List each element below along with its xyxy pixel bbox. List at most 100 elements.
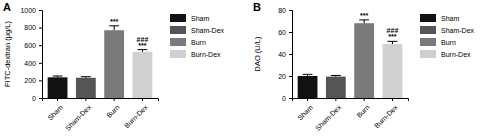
- tick-label: 400: [24, 60, 36, 67]
- legend-swatch: [170, 38, 186, 46]
- axis-line: [43, 99, 159, 102]
- y-tick: 20: [278, 73, 292, 80]
- error-bar: [137, 50, 147, 52]
- tick-label: Sham-Dex: [314, 103, 343, 132]
- tick-label: 20: [278, 73, 286, 80]
- legend-label: Burn: [441, 39, 456, 46]
- axis-line: [289, 11, 293, 99]
- error-cap: [359, 19, 369, 20]
- tick-label: Sham: [46, 103, 64, 121]
- x-tick: Sham: [46, 98, 64, 121]
- error-bar: [359, 20, 369, 23]
- error-stem: [114, 26, 115, 30]
- bar: [76, 78, 96, 98]
- y-tick: 80: [278, 7, 292, 14]
- legend-label: Sham-Dex: [441, 27, 475, 34]
- legend-item: Burn: [420, 38, 456, 46]
- y-tick: 0: [282, 95, 292, 102]
- panel: A******###02004006008001000ShamSham-DexB…: [3, 1, 225, 132]
- x-tick: Sham-Dex: [314, 98, 343, 132]
- error-cap: [109, 25, 119, 26]
- error-cap: [137, 49, 147, 50]
- tick-mark: [39, 98, 42, 99]
- significance-label: ***: [388, 33, 396, 40]
- y-tick: 400: [24, 60, 42, 67]
- legend-label: Burn-Dex: [441, 51, 471, 58]
- legend-item: Sham: [170, 14, 209, 22]
- tick-mark: [39, 10, 42, 11]
- legend-swatch: [420, 26, 436, 34]
- y-tick: 600: [24, 42, 42, 49]
- annotations: ******###: [110, 18, 148, 49]
- legend-swatch: [170, 14, 186, 22]
- x-tick: Sham: [296, 98, 314, 121]
- legend-item: Sham-Dex: [170, 26, 225, 34]
- axis-line: [39, 11, 43, 99]
- tick-label: Sham: [296, 103, 314, 121]
- axis-line: [293, 99, 409, 102]
- legend-swatch: [170, 26, 186, 34]
- y-tick: 200: [24, 77, 42, 84]
- y-tick: 800: [24, 24, 42, 31]
- significance-label: ***: [360, 12, 368, 19]
- bar: [48, 77, 68, 98]
- significance-label: ###: [137, 36, 149, 43]
- legend-item: Burn-Dex: [420, 50, 471, 58]
- tick-mark: [85, 98, 86, 101]
- legend-item: Sham-Dex: [420, 26, 475, 34]
- legend-label: Burn: [191, 39, 206, 46]
- bar: [383, 44, 403, 98]
- tick-label: 1000: [20, 7, 36, 14]
- tick-mark: [39, 45, 42, 46]
- bar: [133, 52, 153, 98]
- y-axis: 020406080: [278, 7, 292, 102]
- error-bar: [303, 74, 313, 76]
- legend-item: Sham: [420, 14, 459, 22]
- tick-mark: [142, 98, 143, 101]
- tick-mark: [39, 80, 42, 81]
- y-tick: 1000: [20, 7, 42, 14]
- x-tick: Burn: [355, 98, 370, 119]
- tick-label: 60: [278, 29, 286, 36]
- error-cap: [53, 76, 63, 77]
- legend: Sham Sham-Dex Burn Burn-Dex: [420, 14, 475, 58]
- legend-swatch: [420, 50, 436, 58]
- y-tick: 60: [278, 29, 292, 36]
- y-axis: 0 200 400 600 800 1000: [20, 7, 42, 102]
- panel-title: B: [253, 1, 261, 13]
- tick-label: 600: [24, 42, 36, 49]
- tick-mark: [364, 98, 365, 101]
- x-tick: Burn-Dex: [373, 98, 399, 129]
- legend-label: Burn-Dex: [191, 51, 221, 58]
- x-axis: ShamSham-Dex BurnBurn-Dex: [43, 98, 159, 132]
- x-tick: Burn: [105, 98, 120, 119]
- tick-label: Sham-Dex: [64, 103, 93, 132]
- x-tick: Burn-Dex: [123, 98, 149, 129]
- tick-label: 0: [32, 95, 36, 102]
- bar: [104, 30, 124, 98]
- bar: [326, 77, 346, 98]
- legend-label: Sham-Dex: [191, 27, 225, 34]
- error-bar: [109, 26, 119, 30]
- error-bar: [331, 75, 341, 76]
- x-tick: Sham-Dex: [64, 98, 93, 132]
- legend-swatch: [170, 50, 186, 58]
- legend-label: Sham: [441, 15, 459, 22]
- tick-mark: [307, 98, 308, 101]
- bar: [298, 76, 318, 98]
- error-bar: [53, 76, 63, 77]
- legend-label: Sham: [191, 15, 209, 22]
- error-cap: [387, 41, 397, 42]
- y-axis-title: FITC-dextran (μg/L): [3, 21, 12, 88]
- plot: ******###020406080ShamSham-DexBurnBurn-D…: [278, 7, 408, 132]
- tick-label: 200: [24, 77, 36, 84]
- tick-mark: [289, 54, 292, 55]
- marks: [298, 20, 403, 98]
- tick-mark: [289, 32, 292, 33]
- plot: ******### 0 200 400 600 800 1000 ShamSham-Dex Bu…: [20, 7, 158, 132]
- tick-label: Burn: [355, 103, 370, 118]
- tick-mark: [57, 98, 58, 101]
- error-cap: [81, 76, 91, 77]
- legend-swatch: [420, 38, 436, 46]
- tick-mark: [392, 98, 393, 101]
